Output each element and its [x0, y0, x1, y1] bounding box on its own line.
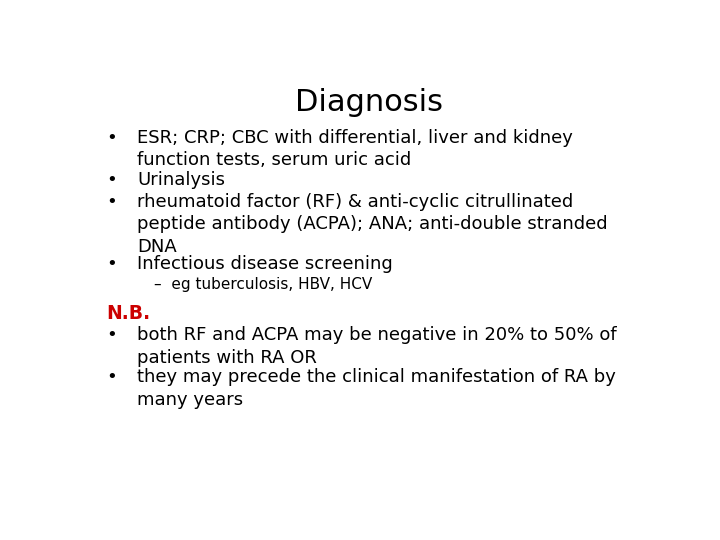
Text: both RF and ACPA may be negative in 20% to 50% of
patients with RA OR: both RF and ACPA may be negative in 20% … [138, 326, 617, 367]
Text: Diagnosis: Diagnosis [295, 87, 443, 117]
Text: they may precede the clinical manifestation of RA by
many years: they may precede the clinical manifestat… [138, 368, 616, 409]
Text: N.B.: N.B. [107, 305, 151, 323]
Text: ESR; CRP; CBC with differential, liver and kidney
function tests, serum uric aci: ESR; CRP; CBC with differential, liver a… [138, 129, 573, 170]
Text: •: • [107, 171, 117, 189]
Text: •: • [107, 129, 117, 147]
Text: Urinalysis: Urinalysis [138, 171, 225, 189]
Text: •: • [107, 368, 117, 386]
Text: •: • [107, 255, 117, 273]
Text: •: • [107, 326, 117, 345]
Text: –  eg tuberculosis, HBV, HCV: – eg tuberculosis, HBV, HCV [154, 277, 372, 292]
Text: •: • [107, 193, 117, 211]
Text: rheumatoid factor (RF) & anti-cyclic citrullinated
peptide antibody (ACPA); ANA;: rheumatoid factor (RF) & anti-cyclic cit… [138, 193, 608, 255]
Text: Infectious disease screening: Infectious disease screening [138, 255, 393, 273]
